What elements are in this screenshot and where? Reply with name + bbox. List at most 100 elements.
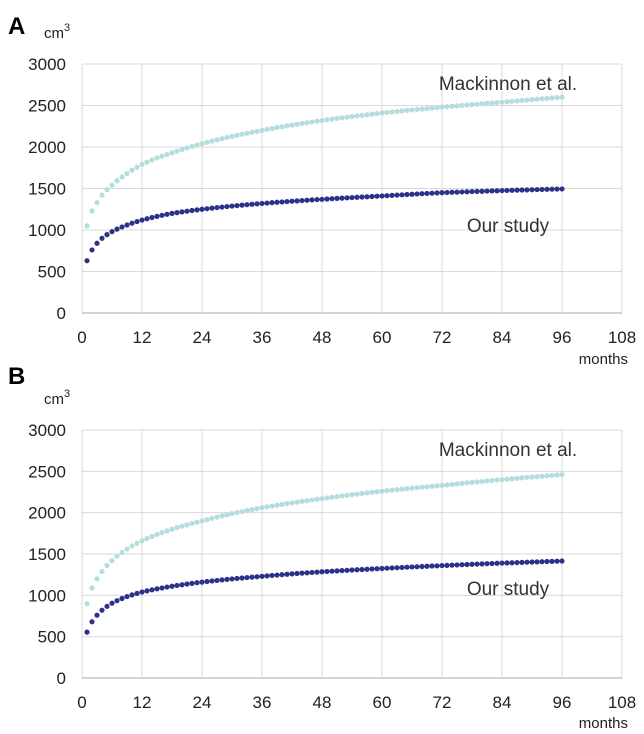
point-mackinnon	[514, 475, 520, 481]
x-tick-label: 12	[133, 693, 152, 712]
series-label-our-study: Our study	[467, 579, 550, 600]
point-our-study	[319, 569, 325, 575]
point-our-study	[309, 569, 315, 576]
point-mackinnon	[304, 120, 310, 126]
point-mackinnon	[444, 482, 450, 488]
point-mackinnon	[444, 104, 450, 110]
point-our-study	[354, 194, 360, 200]
point-mackinnon	[294, 121, 300, 127]
point-our-study	[319, 196, 325, 202]
point-our-study	[304, 197, 310, 203]
point-our-study	[379, 565, 385, 572]
point-mackinnon	[314, 496, 320, 502]
point-our-study	[289, 571, 295, 577]
point-our-study	[474, 561, 480, 567]
y-tick-label: 0	[57, 669, 66, 688]
point-our-study	[194, 580, 200, 586]
point-our-study	[374, 193, 380, 199]
point-our-study	[344, 195, 350, 201]
y-tick-label: 2500	[28, 462, 66, 481]
point-mackinnon	[469, 101, 475, 108]
point-our-study	[499, 560, 505, 566]
point-our-study	[384, 565, 390, 571]
point-mackinnon	[284, 500, 290, 507]
point-our-study	[339, 195, 345, 201]
point-mackinnon	[519, 97, 525, 104]
series-label-mackinnon: Mackinnon et al.	[439, 440, 577, 461]
point-mackinnon	[504, 99, 510, 105]
point-our-study	[519, 559, 525, 565]
point-mackinnon	[339, 115, 345, 121]
point-mackinnon	[379, 488, 385, 494]
x-tick-label: 36	[253, 328, 272, 347]
point-mackinnon	[119, 174, 125, 180]
point-mackinnon	[389, 487, 395, 493]
point-our-study	[184, 208, 190, 214]
point-mackinnon	[144, 535, 150, 542]
point-our-study	[414, 191, 420, 197]
point-mackinnon	[459, 102, 465, 109]
point-our-study	[484, 188, 490, 194]
point-our-study	[114, 226, 120, 232]
point-our-study	[89, 247, 95, 253]
point-our-study	[249, 201, 255, 207]
point-our-study	[104, 603, 110, 609]
point-our-study	[189, 580, 195, 586]
x-tick-label: 0	[77, 693, 86, 712]
x-tick-label: 84	[493, 328, 512, 347]
point-mackinnon	[84, 601, 90, 607]
point-mackinnon	[394, 487, 400, 493]
point-our-study	[229, 576, 235, 582]
point-our-study	[529, 187, 535, 193]
point-our-study	[104, 232, 110, 238]
point-our-study	[329, 568, 335, 574]
point-our-study	[404, 191, 410, 198]
point-mackinnon	[374, 489, 380, 495]
point-our-study	[359, 194, 365, 200]
point-mackinnon	[149, 533, 155, 539]
point-mackinnon	[424, 484, 430, 490]
point-mackinnon	[374, 110, 380, 117]
point-our-study	[454, 189, 460, 195]
point-mackinnon	[409, 107, 415, 113]
series-label-our-study: Our study	[467, 216, 550, 237]
point-our-study	[304, 570, 310, 576]
point-our-study	[474, 188, 480, 195]
x-tick-label: 96	[553, 328, 572, 347]
point-mackinnon	[409, 485, 415, 491]
point-our-study	[209, 578, 215, 584]
point-mackinnon	[414, 106, 420, 113]
point-mackinnon	[189, 520, 195, 527]
point-our-study	[294, 198, 300, 204]
point-our-study	[299, 197, 305, 204]
point-our-study	[544, 186, 550, 192]
point-our-study	[114, 598, 120, 604]
point-our-study	[554, 186, 560, 192]
point-mackinnon	[464, 102, 470, 108]
point-mackinnon	[169, 526, 175, 532]
point-mackinnon	[294, 499, 300, 505]
data-points	[84, 472, 565, 635]
point-our-study	[359, 566, 365, 573]
panel-label: A	[8, 13, 25, 40]
point-our-study	[494, 188, 500, 194]
point-mackinnon	[354, 491, 360, 497]
point-mackinnon	[429, 483, 435, 489]
point-mackinnon	[179, 146, 185, 153]
point-mackinnon	[284, 123, 290, 129]
point-our-study	[279, 572, 285, 578]
point-our-study	[309, 197, 315, 203]
point-mackinnon	[344, 492, 350, 498]
point-our-study	[279, 199, 285, 205]
point-our-study	[239, 202, 245, 208]
point-our-study	[349, 567, 355, 573]
point-mackinnon	[269, 503, 275, 509]
x-tick-labels: 0 12 24 36 48 60 72 84 96 108	[77, 693, 636, 712]
point-mackinnon	[264, 504, 270, 510]
point-mackinnon	[214, 514, 220, 520]
point-mackinnon	[484, 478, 490, 484]
point-our-study	[159, 212, 165, 218]
point-mackinnon	[199, 518, 205, 524]
panel-label: B	[8, 363, 25, 390]
point-mackinnon	[559, 472, 565, 478]
